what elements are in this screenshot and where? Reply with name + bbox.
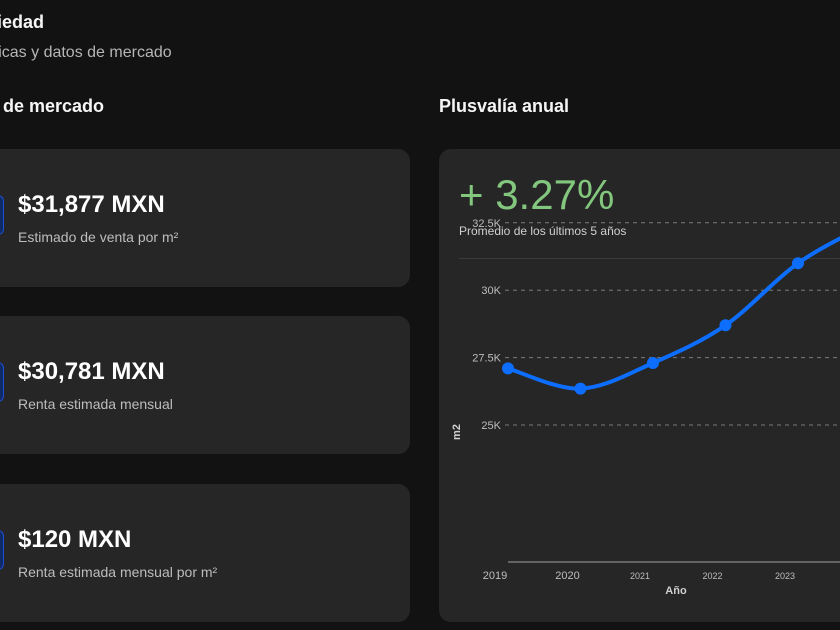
data-point [574, 382, 587, 395]
rent-per-m2-card: $120 MXN Renta estimada mensual por m² [0, 484, 410, 622]
card-value: $31,877 MXN [18, 191, 165, 218]
data-point [792, 257, 804, 270]
y-tick-label: 27.5K [472, 353, 501, 365]
card-label: Renta estimada mensual por m² [18, 564, 218, 580]
appreciation-line-chart: 32.5K30K27.5K25Km22019202020212022202320… [451, 218, 840, 597]
area-icon [0, 530, 4, 570]
card-value: $30,781 MXN [18, 358, 165, 385]
card-value: $120 MXN [18, 526, 132, 553]
y-axis-label: m2 [451, 424, 463, 440]
x-tick-label: 2019 [483, 570, 507, 582]
page-title: piedad [0, 12, 45, 32]
price-icon [0, 195, 4, 235]
appreciation-chart-card: + 3.27% Promedio de los últimos 5 años 3… [439, 149, 840, 622]
appreciation-section-title: Plusvalía anual [439, 96, 570, 116]
appreciation-value: + 3.27% [459, 171, 615, 218]
y-tick-label: 30K [481, 285, 501, 297]
x-axis-label: Año [665, 585, 687, 597]
market-data-section-title: s de mercado [0, 96, 105, 116]
data-point [719, 319, 732, 332]
x-tick-label: 2023 [775, 571, 795, 581]
series-line [506, 236, 840, 391]
card-label: Renta estimada mensual [18, 396, 173, 412]
sale-price-card: $31,877 MXN Estimado de venta por m² [0, 149, 410, 287]
data-point [647, 356, 659, 369]
x-tick-label: 2022 [702, 571, 722, 581]
card-label: Estimado de venta por m² [18, 229, 179, 245]
divider [459, 258, 840, 259]
rent-icon [0, 362, 4, 402]
monthly-rent-card: $30,781 MXN Renta estimada mensual [0, 316, 410, 454]
appreciation-caption: Promedio de los últimos 5 años [459, 224, 627, 238]
data-point [502, 362, 514, 375]
page-subtitle: rísticas y datos de mercado [0, 44, 172, 61]
y-tick-label: 32.5K [472, 218, 501, 230]
x-tick-label: 2021 [630, 571, 650, 581]
y-tick-label: 25K [481, 420, 501, 432]
x-tick-label: 2020 [555, 570, 579, 582]
